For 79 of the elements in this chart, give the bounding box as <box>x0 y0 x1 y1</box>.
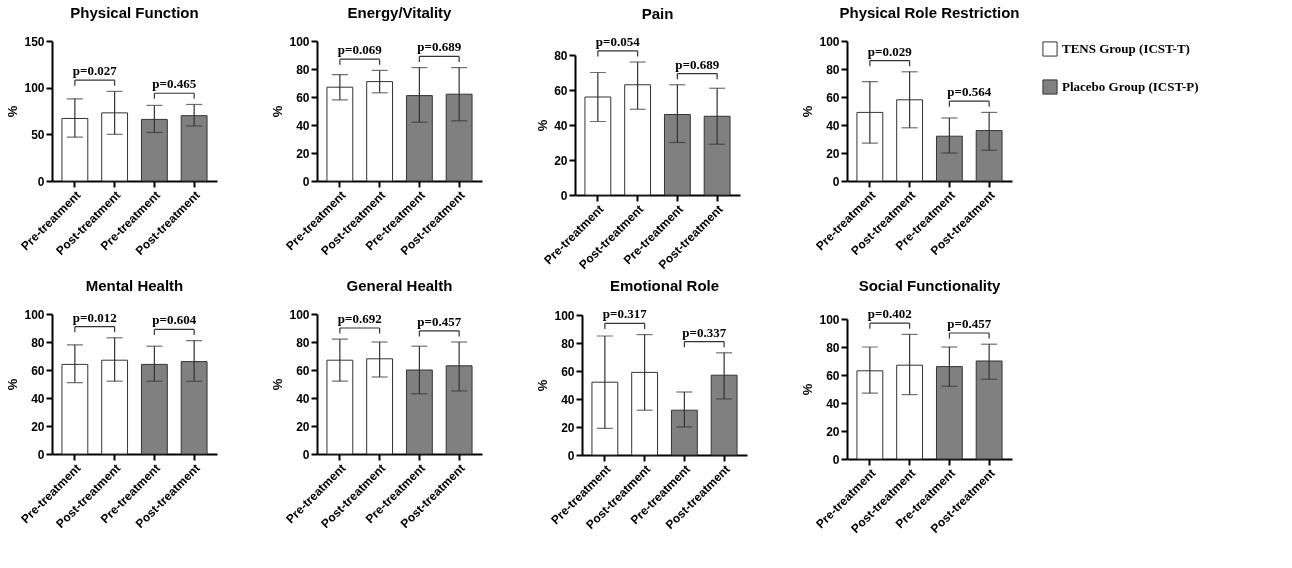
chart-title: Physical Role Restriction <box>839 4 1020 21</box>
chart-title: Energy/Vitality <box>347 4 453 21</box>
y-axis-title: % <box>5 105 21 118</box>
chart-title: General Health <box>346 277 453 294</box>
y-tick-label: 40 <box>826 118 840 133</box>
annotation: p=0.465 <box>152 76 197 92</box>
y-tick-label: 0 <box>560 188 568 203</box>
y-tick-label: 60 <box>296 363 310 378</box>
y-tick-label: 80 <box>826 62 840 77</box>
annotation: p=0.604 <box>152 312 197 328</box>
legend-label: TENS Group (ICST-T) <box>1062 41 1190 56</box>
chart-title: Emotional Role <box>609 277 720 295</box>
y-axis-title: % <box>270 105 286 118</box>
y-tick-label: 80 <box>554 48 568 63</box>
chart-title: Pain <box>641 4 674 22</box>
y-tick-label: 40 <box>554 118 568 133</box>
y-tick-label: 100 <box>819 312 840 327</box>
y-tick-label: 0 <box>37 174 45 189</box>
y-tick-label: 0 <box>832 174 840 189</box>
y-axis-title: % <box>535 119 551 132</box>
y-tick-label: 40 <box>296 391 310 406</box>
y-tick-label: 60 <box>826 90 840 105</box>
y-tick-label: 0 <box>37 447 45 462</box>
y-tick-label: 60 <box>561 364 575 379</box>
y-axis-title: % <box>800 105 816 118</box>
y-tick-label: 0 <box>302 174 310 189</box>
annotation: p=0.692 <box>337 311 382 326</box>
annotation: p=0.069 <box>337 42 383 58</box>
y-tick-label: 0 <box>567 448 575 463</box>
y-tick-label: 60 <box>31 363 45 378</box>
annotation: p=0.457 <box>417 313 462 329</box>
chart-title: Physical Function <box>70 4 199 21</box>
y-tick-label: 80 <box>296 62 310 77</box>
y-tick-label: 100 <box>24 81 45 96</box>
y-tick-label: 40 <box>31 391 45 406</box>
annotation: p=0.402 <box>867 306 912 322</box>
y-tick-label: 100 <box>289 307 310 322</box>
text: p=0.054 <box>595 33 641 49</box>
y-tick-label: 150 <box>24 34 45 49</box>
annotation: p=0.012 <box>72 309 117 325</box>
chart-title: Mental Health <box>85 277 184 294</box>
y-tick-label: 40 <box>296 118 310 133</box>
y-tick-label: 80 <box>561 336 575 351</box>
annotation: p=0.689 <box>675 56 720 72</box>
y-tick-label: 60 <box>554 83 568 98</box>
y-tick-label: 20 <box>554 153 568 168</box>
y-tick-label: 40 <box>561 392 575 407</box>
annotation: p=0.457 <box>947 316 992 331</box>
annotation: p=0.029 <box>867 43 913 59</box>
annotation: p=0.337 <box>682 324 727 340</box>
y-tick-label: 80 <box>31 335 45 350</box>
y-tick-label: 20 <box>826 424 840 439</box>
chart-title: Social Functionality <box>858 277 1001 295</box>
y-tick-label: 80 <box>826 340 840 355</box>
y-axis-title: % <box>5 378 21 391</box>
y-tick-label: 80 <box>296 335 310 350</box>
y-tick-label: 100 <box>24 307 45 322</box>
y-tick-label: 20 <box>31 419 45 434</box>
legend-label: Placebo Group (ICST-P) <box>1062 79 1199 94</box>
y-tick-label: 100 <box>554 308 575 323</box>
y-axis-title: % <box>270 378 286 391</box>
annotation: p=0.317 <box>602 306 648 322</box>
y-tick-label: 100 <box>289 34 310 49</box>
y-tick-label: 0 <box>832 452 840 467</box>
y-tick-label: 100 <box>819 34 840 49</box>
y-tick-label: 20 <box>296 419 310 434</box>
y-axis-title: % <box>535 379 551 392</box>
y-tick-label: 50 <box>31 127 45 142</box>
y-tick-label: 60 <box>296 90 310 105</box>
y-tick-label: 20 <box>826 146 840 161</box>
y-tick-label: 20 <box>296 146 310 161</box>
y-tick-label: 0 <box>302 447 310 462</box>
y-tick-label: 20 <box>561 420 575 435</box>
annotation: p=0.027 <box>72 63 118 79</box>
y-tick-label: 40 <box>826 396 840 411</box>
y-tick-label: 60 <box>826 368 840 383</box>
y-axis-title: % <box>800 383 816 396</box>
annotation: p=0.689 <box>417 39 462 55</box>
annotation: p=0.564 <box>947 84 992 100</box>
